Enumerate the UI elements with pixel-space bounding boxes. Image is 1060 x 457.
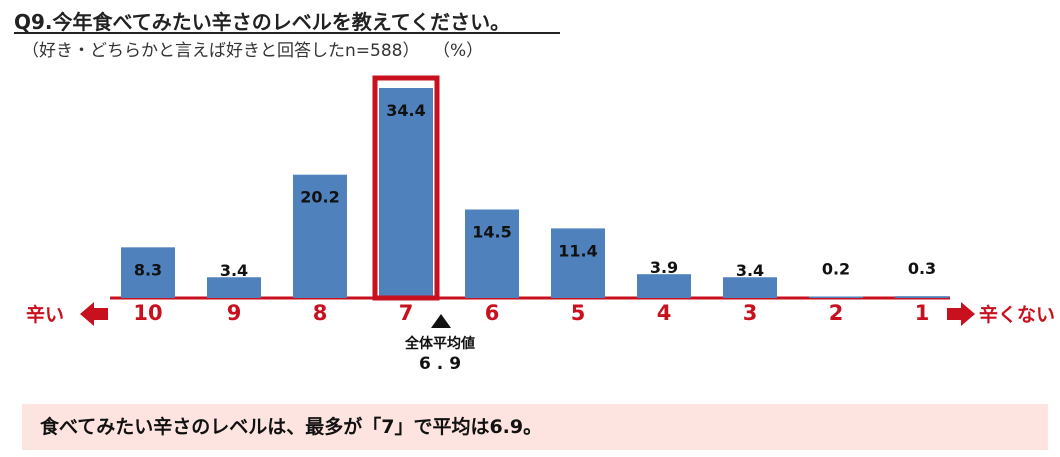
- tick-label-8: 8: [313, 301, 328, 325]
- data-label-1: 0.3: [908, 259, 936, 278]
- data-label-10: 8.3: [134, 260, 162, 279]
- bar-1: [895, 296, 949, 298]
- data-label-2: 0.2: [822, 260, 850, 279]
- title-underline: [14, 32, 560, 34]
- highlight-frame: [372, 75, 440, 301]
- summary-box: 食べてみたい辛さのレベルは、最多が「7」で平均は6.9。: [22, 404, 1048, 450]
- average-marker-icon: [431, 314, 451, 328]
- page-title: Q9.今年食べてみたい辛さのレベルを教えてください。: [14, 10, 511, 34]
- bar-5: [551, 228, 605, 298]
- bar-6: [465, 209, 519, 298]
- tick-label-1: 1: [915, 301, 930, 325]
- average-value: 6.9: [418, 354, 468, 374]
- bar-10: [121, 247, 175, 298]
- average-label: 全体平均値: [405, 336, 475, 352]
- bar-2: [809, 296, 863, 298]
- bar-8: [293, 174, 347, 298]
- tick-label-3: 3: [743, 301, 758, 325]
- tick-label-7: 7: [399, 301, 414, 325]
- tick-label-4: 4: [657, 301, 672, 325]
- bar-7: [379, 88, 433, 298]
- data-label-6: 14.5: [472, 222, 511, 241]
- data-label-8: 20.2: [300, 188, 339, 207]
- data-label-4: 3.9: [650, 258, 678, 277]
- data-label-5: 11.4: [558, 241, 597, 260]
- axis-left-label: 辛い: [26, 304, 65, 326]
- unit-label: （%）: [441, 41, 484, 61]
- tick-label-5: 5: [571, 301, 586, 325]
- tick-label-6: 6: [485, 301, 500, 325]
- tick-label-9: 9: [227, 301, 242, 325]
- data-label-9: 3.4: [220, 261, 248, 280]
- tick-label-2: 2: [829, 301, 844, 325]
- summary-text: 食べてみたい辛さのレベルは、最多が「7」で平均は6.9。: [40, 416, 543, 438]
- right-arrow-icon: [947, 302, 975, 326]
- bar-9: [207, 277, 261, 298]
- data-label-7: 34.4: [386, 101, 425, 120]
- axis-right-label: 辛くない: [979, 304, 1056, 326]
- subtitle: （好き・どちらかと言えば好きと回答したn=588） （%）: [22, 36, 483, 61]
- sample-note: （好き・どちらかと言えば好きと回答したn=588）: [22, 41, 420, 61]
- data-label-3: 3.4: [736, 261, 764, 280]
- bar-4: [637, 274, 691, 298]
- bar-3: [723, 277, 777, 298]
- left-arrow-icon: [80, 302, 108, 326]
- tick-label-10: 10: [133, 301, 162, 325]
